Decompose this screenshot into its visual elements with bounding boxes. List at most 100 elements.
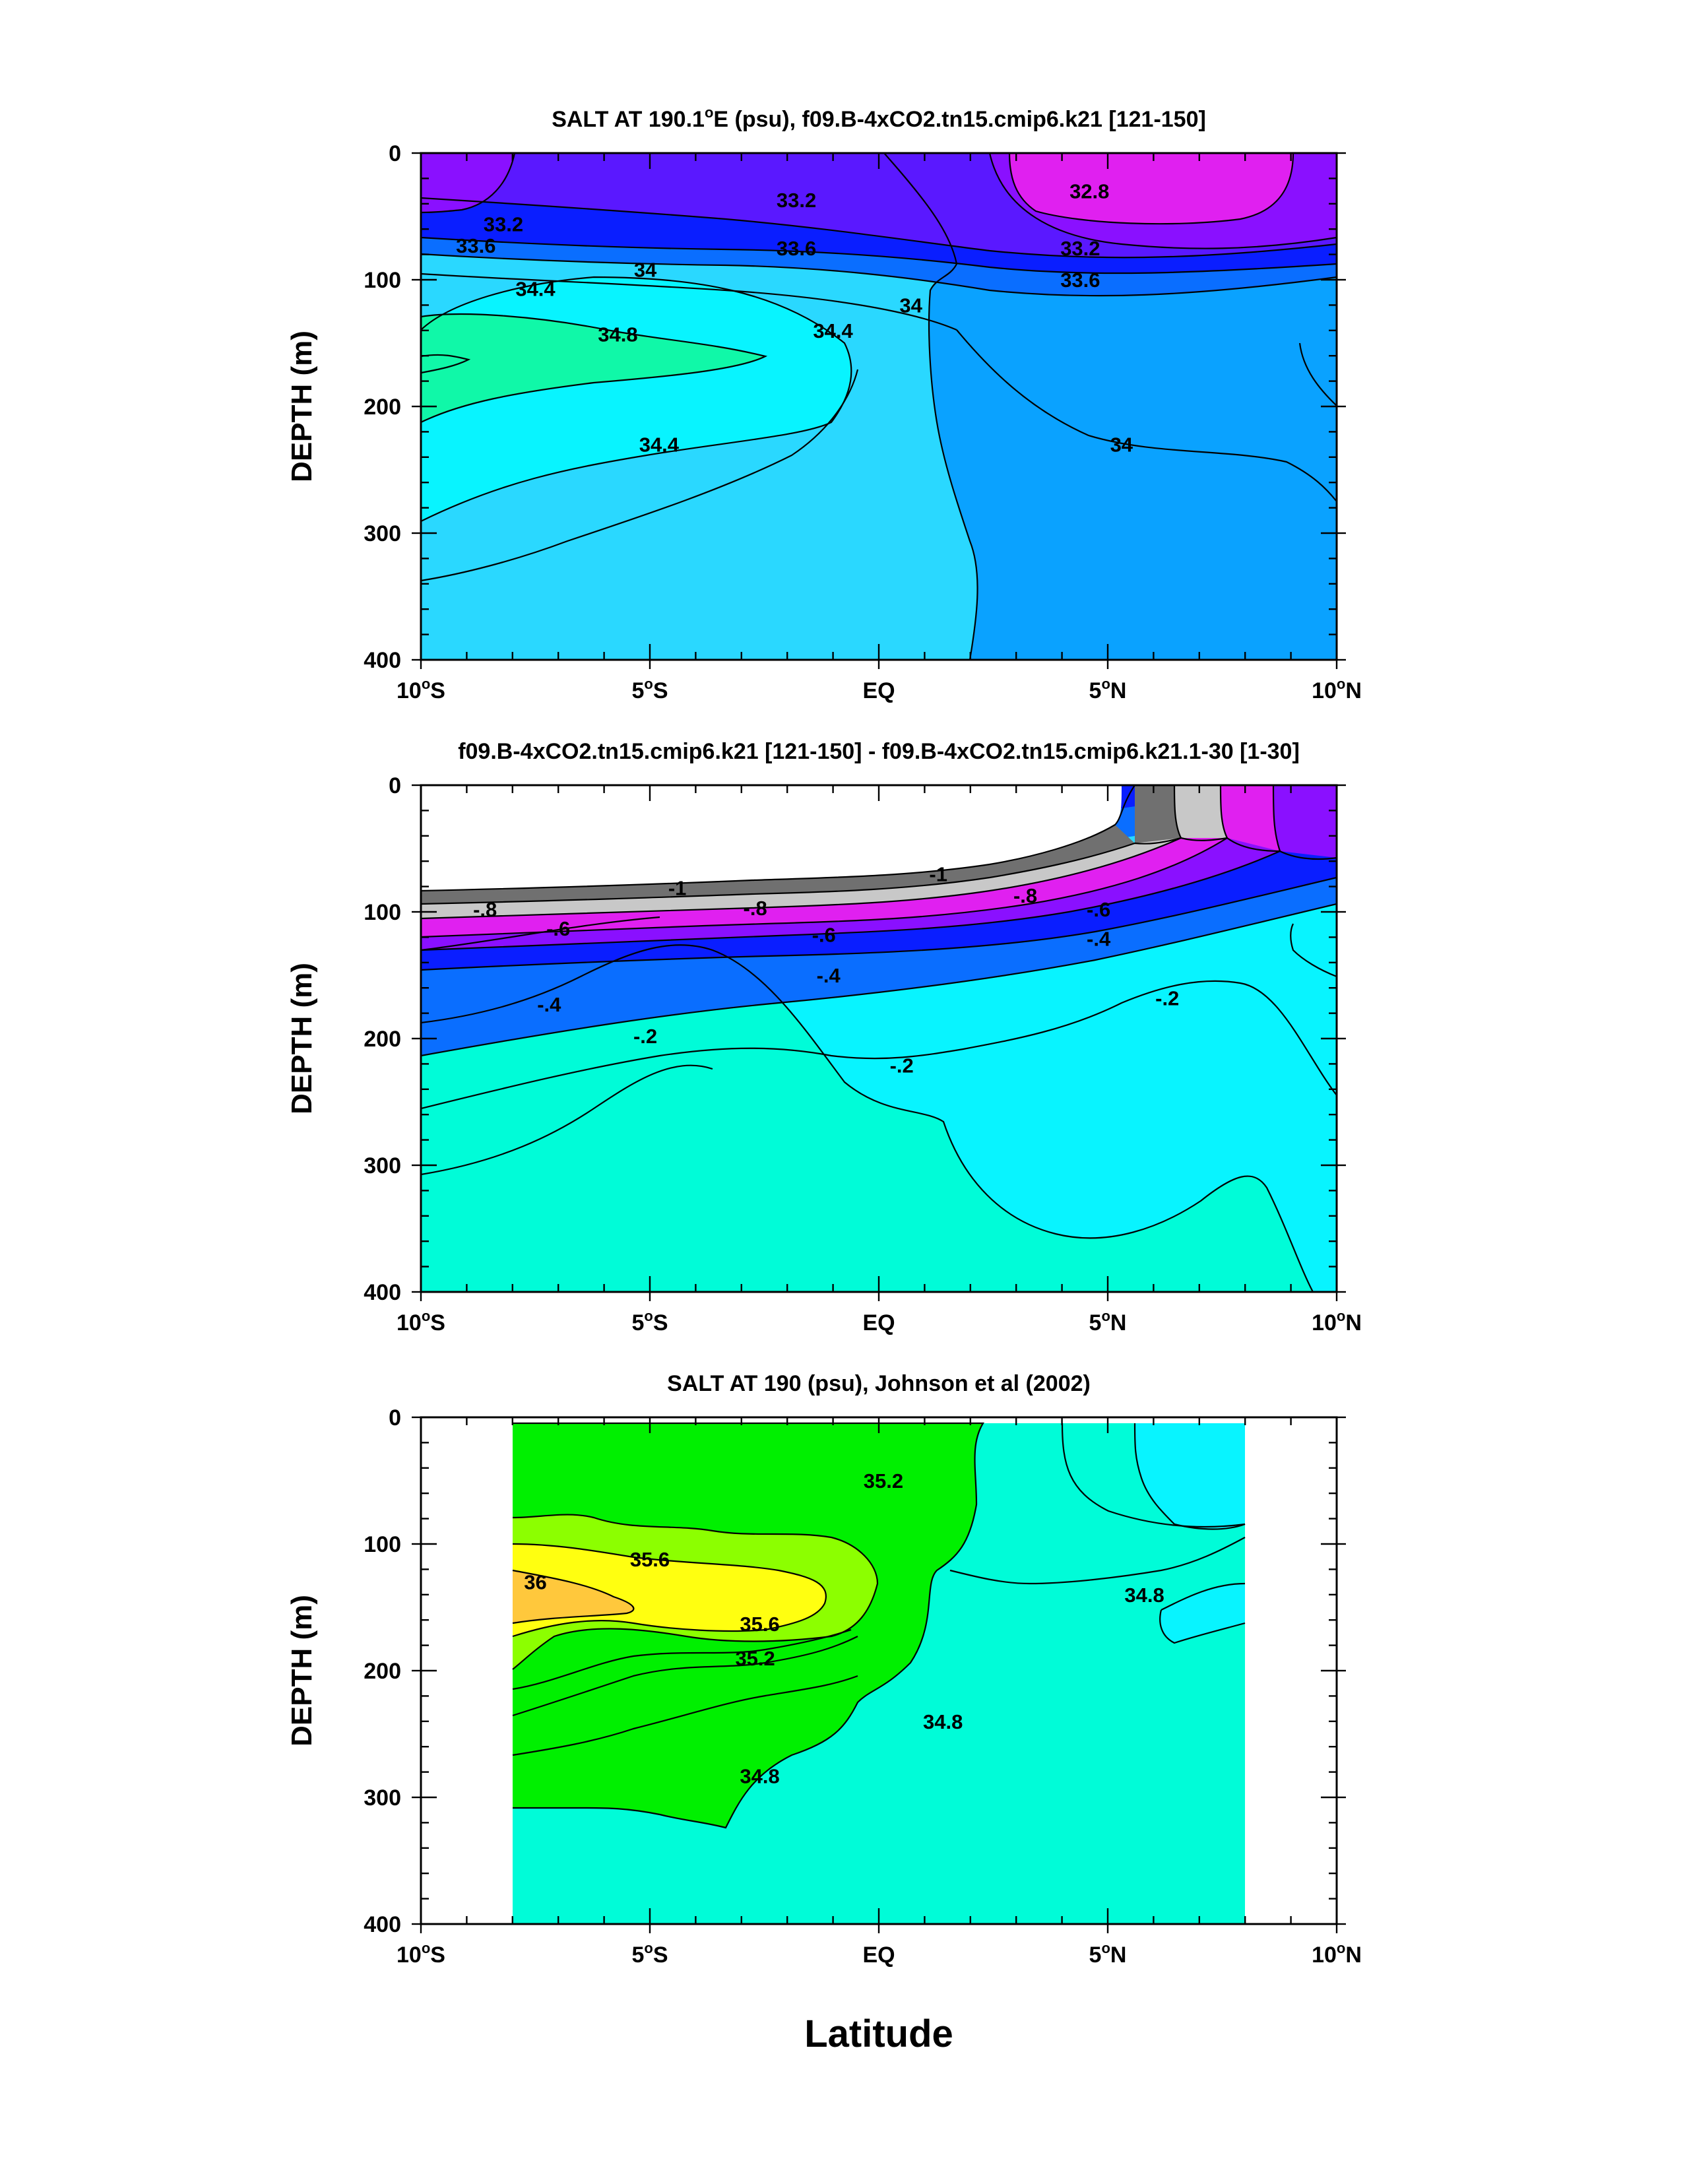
fill-gt-36.4 bbox=[513, 1570, 634, 1623]
contour-label: -.4 bbox=[1087, 927, 1111, 950]
panel-2-ylabel: DEPTH (m) bbox=[286, 963, 318, 1114]
contour-label: -.8 bbox=[744, 897, 767, 920]
fill-33.2-33.6 bbox=[421, 198, 1337, 274]
x-tick-label: 5oS bbox=[631, 1940, 668, 1968]
panel-1-title: SALT AT 190.1oE (psu), f09.B-4xCO2.tn15.… bbox=[552, 104, 1206, 132]
contour-label: -.6 bbox=[812, 924, 836, 947]
panel-2: f09.B-4xCO2.tn15.cmip6.k21 [121-150] - f… bbox=[286, 739, 1362, 1335]
fill-violet-band bbox=[421, 838, 1280, 950]
contour-label: 33.2 bbox=[1060, 237, 1100, 260]
y-tick-label: 400 bbox=[364, 1280, 401, 1305]
panel-1-plot bbox=[421, 153, 1337, 660]
contour-label: -.6 bbox=[1087, 898, 1110, 921]
contour-label: -.4 bbox=[817, 964, 841, 987]
contour-label: 33.6 bbox=[1060, 269, 1100, 292]
y-tick-label: 400 bbox=[364, 648, 401, 673]
panel-1-contour-labels: 32.833.233.233.6 33.6 33.234 33.634.43434.8… bbox=[456, 180, 1133, 457]
contour-label: -.4 bbox=[537, 993, 561, 1016]
x-tick-label: 10oN bbox=[1312, 676, 1362, 703]
contour-label: -.8 bbox=[1013, 884, 1037, 907]
fill-blue-band bbox=[421, 851, 1337, 970]
fill-lt-32.4-right bbox=[1009, 153, 1293, 224]
x-tick-label: 10oS bbox=[397, 1308, 445, 1335]
panel-2-contour-labels: -1 -1 -.8 -.8 -.8 -.6 -.6 -.6 -.4 -.4 -.4 -.2 -.2 -.2 bbox=[473, 862, 1179, 1077]
x-tick-label: 5oN bbox=[1089, 1308, 1127, 1335]
contour-label: 35.2 bbox=[735, 1647, 775, 1670]
contour-label: -.2 bbox=[1155, 987, 1179, 1010]
x-tick-label: EQ bbox=[862, 1310, 895, 1335]
fill-33.6-band bbox=[421, 238, 1337, 296]
fill-lightgray-top-right bbox=[1174, 785, 1227, 841]
contour-label: -1 bbox=[929, 862, 947, 885]
contour-lines bbox=[512, 1422, 1246, 1829]
y-tick-label: 200 bbox=[364, 1659, 401, 1684]
y-tick-label: 400 bbox=[364, 1912, 401, 1937]
fill-lt-34.8-right bbox=[1135, 1423, 1245, 1529]
fill-34-band-right bbox=[1300, 343, 1337, 406]
fill-magenta-top-right bbox=[1221, 785, 1280, 851]
contour-label: -1 bbox=[668, 877, 687, 900]
contour-label: 33.2 bbox=[777, 189, 816, 212]
contour-label: 34.8 bbox=[740, 1764, 779, 1787]
x-tick-label: 5oN bbox=[1089, 1940, 1127, 1968]
x-tick-label: 5oS bbox=[631, 1308, 668, 1335]
panel-2-ticks: 0 100 200 300 400 10oS 5oS EQ 5oN 10oN bbox=[364, 773, 1362, 1335]
y-tick-label: 0 bbox=[389, 141, 401, 166]
contour-label: -.6 bbox=[546, 917, 570, 940]
x-tick-label: EQ bbox=[862, 678, 895, 703]
contour-label: 34 bbox=[1110, 434, 1133, 457]
contour-label: 35.6 bbox=[630, 1548, 670, 1571]
fill-azure-band bbox=[421, 878, 1337, 1056]
panel-1-ylabel: DEPTH (m) bbox=[286, 331, 318, 482]
contour-label: -.2 bbox=[890, 1054, 914, 1077]
contour-label: 34.8 bbox=[598, 323, 637, 346]
contour-label: 32.8 bbox=[1069, 180, 1109, 203]
contour-lines bbox=[421, 153, 1337, 660]
x-tick-label: EQ bbox=[862, 1943, 895, 1968]
panel-2-title: f09.B-4xCO2.tn15.cmip6.k21 [121-150] - f… bbox=[458, 739, 1300, 764]
panel-3-title: SALT AT 190 (psu), Johnson et al (2002) bbox=[667, 1371, 1091, 1396]
panel-3-contour-labels: 35.2 35.6 36 35.6 35.2 34.8 34.8 34.8 bbox=[524, 1469, 1164, 1787]
panel-2-plot bbox=[421, 785, 1337, 1292]
x-axis-title: Latitude bbox=[804, 2012, 953, 2055]
y-tick-label: 100 bbox=[364, 1532, 401, 1557]
fill-cyan-right-patch bbox=[1291, 917, 1337, 977]
contour-label: 34.8 bbox=[1124, 1584, 1164, 1607]
contour-label: -.8 bbox=[473, 898, 497, 921]
fill-32.4-32.8-left bbox=[421, 153, 515, 212]
x-tick-label: 10oS bbox=[397, 1940, 445, 1968]
y-tick-label: 200 bbox=[364, 395, 401, 420]
y-tick-label: 300 bbox=[364, 1785, 401, 1811]
contour-lines bbox=[421, 785, 1337, 1292]
contour-label: 34.4 bbox=[515, 277, 556, 300]
contour-label: 35.2 bbox=[864, 1469, 903, 1493]
panel-3-ticks: 0 100 200 300 400 10oS 5oS EQ 5oN 10oN bbox=[364, 1405, 1362, 1968]
y-tick-label: 100 bbox=[364, 900, 401, 925]
x-tick-label: 10oN bbox=[1312, 1940, 1362, 1968]
x-tick-label: 5oN bbox=[1089, 676, 1127, 703]
y-tick-label: 300 bbox=[364, 521, 401, 546]
contour-label: 34.8 bbox=[923, 1710, 963, 1733]
fill-lightgray-band bbox=[421, 838, 1181, 918]
contour-label: 36 bbox=[524, 1571, 546, 1594]
contour-label: 34 bbox=[899, 294, 922, 317]
panel-1-ticks: 0 100 200 300 400 10oS 5oS EQ 5oN 10oN bbox=[364, 141, 1362, 703]
y-tick-label: 100 bbox=[364, 268, 401, 293]
panel-3-ylabel: DEPTH (m) bbox=[286, 1595, 318, 1747]
panel-1: SALT AT 190.1oE (psu), f09.B-4xCO2.tn15.… bbox=[286, 104, 1362, 703]
contour-label: 34.4 bbox=[639, 434, 680, 457]
fill-violet-top-right bbox=[1273, 785, 1337, 859]
y-tick-label: 0 bbox=[389, 773, 401, 798]
x-tick-label: 5oS bbox=[631, 676, 668, 703]
contour-label: 33.6 bbox=[777, 237, 816, 260]
contour-label: 33.6 bbox=[456, 234, 495, 257]
fill-darkgray-top-right bbox=[1135, 785, 1181, 844]
panel-3-plot bbox=[512, 1422, 1246, 1924]
x-tick-label: 10oN bbox=[1312, 1308, 1362, 1335]
contour-label: 34 bbox=[634, 259, 657, 282]
contour-label: 33.2 bbox=[484, 213, 523, 236]
contour-label: 35.6 bbox=[740, 1613, 779, 1636]
contour-label: 34.4 bbox=[813, 319, 853, 342]
y-tick-label: 200 bbox=[364, 1027, 401, 1052]
fill-undefined-upper bbox=[421, 785, 1122, 891]
